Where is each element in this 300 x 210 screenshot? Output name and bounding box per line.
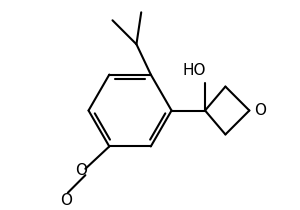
Text: O: O [60, 193, 72, 208]
Text: O: O [75, 163, 87, 178]
Text: O: O [254, 103, 266, 118]
Text: HO: HO [183, 63, 206, 78]
